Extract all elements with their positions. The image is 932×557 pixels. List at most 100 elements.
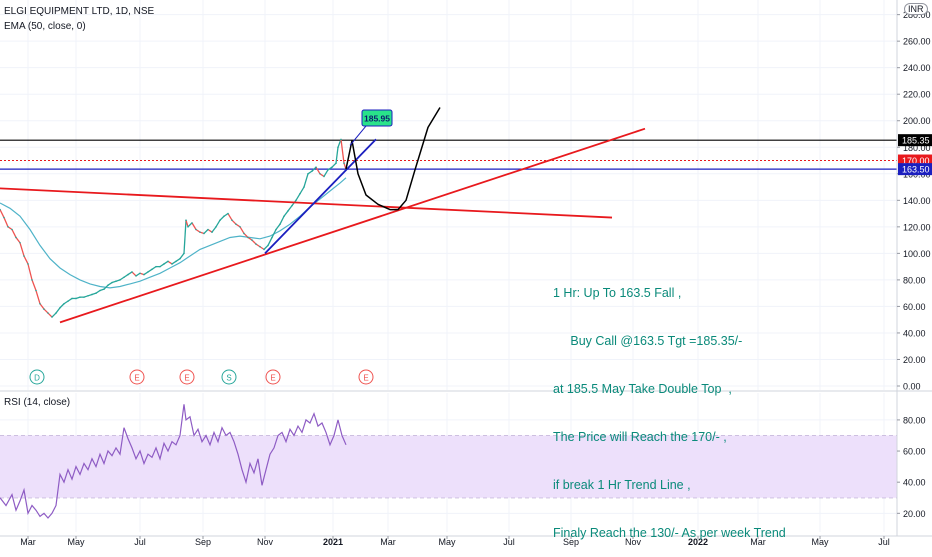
event-marker-letter: E [184, 374, 189, 383]
rsi-y-tick-label: 40.00 [903, 478, 926, 488]
callout-box [361, 109, 393, 127]
price-point [123, 276, 125, 279]
price-point [19, 241, 21, 244]
price-segment [183, 220, 187, 254]
y-tick-label: 120.00 [903, 222, 931, 232]
price-point [203, 232, 205, 235]
price-point [31, 279, 33, 281]
price-point [111, 281, 113, 284]
price-point [199, 231, 201, 233]
forecast-path [345, 107, 441, 211]
price-point [147, 271, 149, 273]
price-point [183, 252, 185, 255]
price-segment [251, 239, 257, 245]
price-point [343, 162, 345, 164]
annotation-line: Buy Call @163.5 Tgt =185.35/- [553, 334, 743, 348]
price-point [187, 226, 189, 228]
y-tick-label: 80.00 [903, 275, 926, 285]
symbol-legend[interactable]: ELGI EQUIPMENT LTD, 1D, NSE [4, 6, 155, 17]
price-point [179, 257, 181, 260]
price-point [227, 212, 229, 215]
rsi-y-tick-label: 60.00 [903, 447, 926, 457]
price-point [283, 215, 285, 218]
price-point [211, 231, 213, 233]
x-tick-label: May [811, 537, 829, 547]
price-point [319, 172, 321, 175]
price-point [295, 199, 297, 202]
price-point [335, 162, 337, 164]
annotation-line: The Price will Reach the 170/- , [553, 430, 727, 444]
price-series-group [0, 138, 347, 318]
price-badge-label: 170.00 [902, 156, 930, 166]
price-segment [279, 215, 285, 225]
price-point [219, 219, 221, 222]
price-point [235, 223, 237, 225]
rsi-y-tick-label: 20.00 [903, 509, 926, 519]
rsi-y-tick-label: 80.00 [903, 415, 926, 425]
x-tick-label: Jul [878, 537, 890, 547]
annotation-line: Finaly Reach the 130/- As per week Trend [553, 526, 786, 540]
price-segment [340, 139, 345, 164]
event-marker-circle [358, 369, 374, 385]
price-point [119, 279, 121, 281]
price-segment [27, 263, 33, 281]
trend-lines [0, 127, 646, 324]
rsi-legend[interactable]: RSI (14, close) [4, 397, 71, 408]
price-point [239, 226, 241, 228]
annotation-line: if break 1 Hr Trend Line , [553, 478, 691, 492]
price-point [340, 138, 342, 141]
price-point [83, 296, 85, 298]
price-callout[interactable]: 185.95 [349, 109, 393, 146]
price-point [51, 316, 53, 318]
event-marker-letter: E [270, 374, 275, 383]
y-tick-label: 280.00 [903, 10, 931, 20]
price-point [59, 306, 61, 309]
price-point [311, 170, 313, 172]
price-segment [287, 205, 293, 212]
price-segment [3, 217, 9, 228]
price-point [135, 275, 137, 277]
x-tick-label: 2022 [688, 537, 708, 547]
event-marker-letter: S [226, 374, 231, 383]
price-segment [179, 252, 185, 260]
price-badge-label: 163.50 [902, 165, 930, 175]
price-segment [203, 229, 209, 234]
y-tick-label: 240.00 [903, 63, 931, 73]
price-point [127, 273, 129, 276]
price-point [27, 263, 29, 265]
price-segment [303, 173, 309, 188]
event-marker-letter: E [134, 374, 139, 383]
price-point [323, 175, 325, 178]
price-point [279, 223, 281, 225]
price-point [303, 186, 305, 188]
price-point [195, 228, 197, 231]
annotation-line: 1 Hr: Up To 163.5 Fall , [553, 286, 682, 300]
price-point [243, 232, 245, 235]
ema-legend[interactable]: EMA (50, close, 0) [4, 21, 86, 32]
price-point [299, 192, 301, 195]
price-badge-label: 185.35 [902, 136, 930, 146]
price-point [35, 289, 37, 292]
price-segment [47, 312, 53, 318]
price-point [7, 226, 9, 228]
price-point [139, 272, 141, 275]
price-segment [191, 222, 197, 230]
currency-badge[interactable]: INR [904, 3, 928, 15]
price-point [175, 260, 177, 263]
y-tick-label: 40.00 [903, 328, 926, 338]
price-segment [55, 307, 61, 314]
price-point [115, 280, 117, 283]
price-segment [335, 147, 339, 164]
price-point [271, 236, 273, 239]
event-marker-letter: D [34, 374, 40, 383]
price-point [71, 297, 73, 300]
price-point [95, 292, 97, 294]
price-point [163, 263, 165, 265]
x-tick-label: Nov [625, 537, 642, 547]
price-point [79, 296, 81, 298]
price-segment [243, 233, 249, 238]
price-badge [898, 134, 932, 147]
price-point [107, 284, 109, 287]
price-point [11, 228, 13, 231]
